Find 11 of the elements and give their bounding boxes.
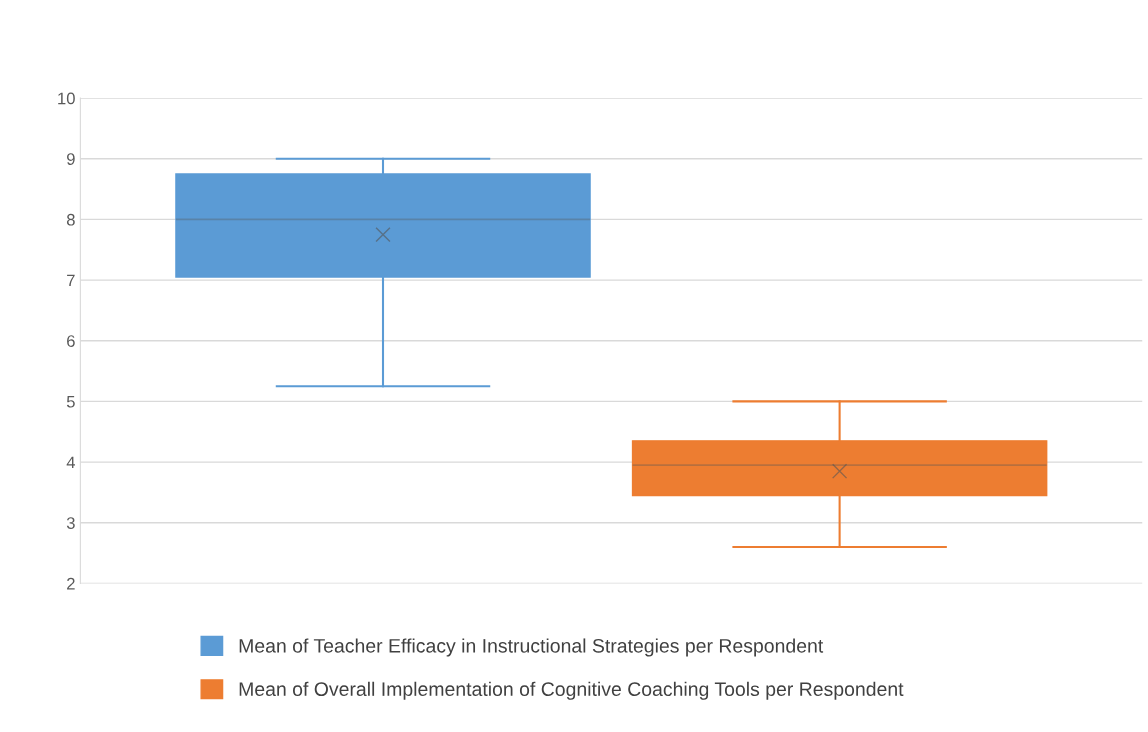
legend-label: Mean of Teacher Efficacy in Instructional Strategies per Respondent — [239, 638, 824, 657]
y-tick-label: 2 — [67, 577, 75, 590]
y-tick-label: 7 — [67, 274, 75, 287]
y-tick-label: 4 — [66, 456, 76, 469]
y-tick-label: 6 — [67, 335, 75, 347]
y-tick-label: 3 — [66, 517, 75, 529]
y-tick-label: 5 — [66, 395, 75, 408]
y-tick-label: 8 — [66, 213, 75, 226]
legend-label: Mean of Overall Implementation of Cognitive Coaching Tools per Respondent — [239, 681, 904, 700]
y-tick-label: 10 — [58, 92, 75, 105]
y-tick-label: 9 — [67, 153, 75, 165]
